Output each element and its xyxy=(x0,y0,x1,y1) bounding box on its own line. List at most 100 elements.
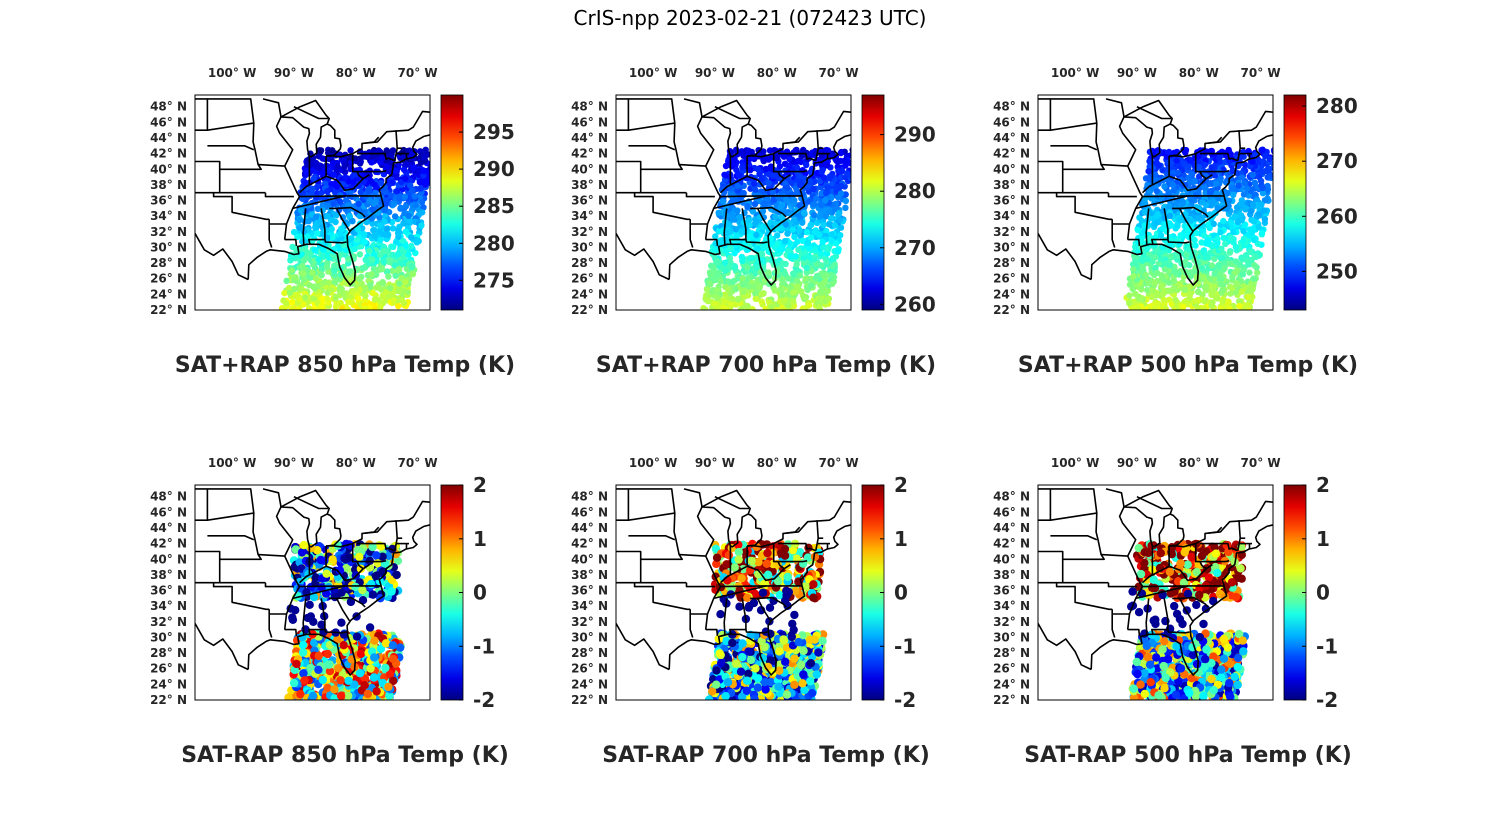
colorbar-tick-label: 250 xyxy=(1316,259,1358,283)
data-point xyxy=(1142,271,1149,279)
data-point xyxy=(344,676,353,685)
data-point xyxy=(780,153,788,160)
data-point xyxy=(376,228,383,235)
data-point xyxy=(1253,264,1260,271)
border-line xyxy=(280,99,330,158)
data-point xyxy=(385,293,392,301)
data-point xyxy=(311,247,319,254)
data-point xyxy=(1157,255,1165,263)
colorbar xyxy=(1283,94,1307,311)
data-point xyxy=(407,182,414,189)
data-point xyxy=(418,199,426,206)
lon-tick-label: 90° W xyxy=(1117,66,1157,80)
data-point xyxy=(331,262,338,270)
data-point xyxy=(1255,211,1262,218)
data-point xyxy=(375,147,382,155)
data-point xyxy=(329,147,336,154)
data-point xyxy=(411,193,418,200)
data-point xyxy=(386,258,393,266)
data-point xyxy=(1145,279,1152,286)
data-point xyxy=(1232,243,1240,251)
data-point xyxy=(844,170,851,177)
data-point xyxy=(794,283,801,290)
data-point xyxy=(707,281,714,288)
map-borders xyxy=(195,98,430,286)
data-point xyxy=(408,242,415,250)
lat-tick-label: 38° N xyxy=(993,178,1030,192)
data-point xyxy=(1234,218,1242,226)
data-point xyxy=(1141,200,1149,207)
lat-tick-label: 42° N xyxy=(993,147,1030,161)
border-line xyxy=(298,156,311,194)
data-point xyxy=(1249,201,1257,208)
data-point xyxy=(387,192,394,199)
data-point xyxy=(1126,300,1133,307)
data-point xyxy=(328,226,335,233)
border-line xyxy=(1178,208,1194,232)
data-point xyxy=(314,205,322,212)
data-point xyxy=(1151,279,1158,287)
border-line xyxy=(668,134,851,286)
data-point xyxy=(333,299,340,307)
data-point xyxy=(287,257,294,264)
data-point xyxy=(365,188,372,195)
data-point xyxy=(753,264,760,271)
colorbar-tick-label: 285 xyxy=(473,194,515,218)
data-point xyxy=(1245,302,1252,309)
data-point xyxy=(338,226,346,233)
data-point xyxy=(1173,269,1180,277)
lat-tick-label: 32° N xyxy=(150,225,187,239)
data-point xyxy=(745,217,753,224)
data-point xyxy=(298,640,308,650)
data-point xyxy=(1205,237,1212,244)
border-line xyxy=(324,239,347,244)
border-line xyxy=(719,195,767,198)
border-line xyxy=(1152,175,1170,186)
data-point xyxy=(1153,248,1160,255)
data-point xyxy=(339,289,347,297)
data-point xyxy=(326,279,333,286)
data-point xyxy=(738,228,745,235)
data-point xyxy=(341,242,348,249)
data-point xyxy=(837,224,845,231)
data-point xyxy=(318,302,325,310)
lon-tick-label: 70° W xyxy=(819,66,859,80)
data-point xyxy=(818,250,825,257)
data-point xyxy=(796,181,804,189)
data-point xyxy=(366,197,373,204)
data-point xyxy=(1230,228,1237,236)
data-point xyxy=(1245,147,1252,155)
data-point xyxy=(1264,186,1272,193)
data-point xyxy=(773,154,780,161)
data-point xyxy=(1227,219,1235,226)
data-point xyxy=(390,243,397,250)
lat-tick-label: 24° N xyxy=(571,287,608,301)
border-line xyxy=(777,171,785,180)
data-point xyxy=(346,293,353,301)
data-point xyxy=(366,247,373,255)
data-point xyxy=(834,248,842,255)
data-point xyxy=(722,306,730,310)
lat-tick-label: 44° N xyxy=(993,131,1030,145)
data-point xyxy=(732,226,739,233)
data-point xyxy=(286,289,294,296)
data-point xyxy=(348,235,355,242)
panel-p700sum: 100° W 90° W 80° W 70° W 48° N 46° N 44° N 42° … xyxy=(571,66,1006,395)
lat-tick-label: 46° N xyxy=(993,115,1030,129)
data-point xyxy=(338,180,345,188)
data-point xyxy=(1243,185,1251,192)
border-line xyxy=(1050,122,1097,131)
border-line xyxy=(616,98,683,171)
data-point xyxy=(703,286,711,293)
data-point xyxy=(823,259,830,266)
data-point xyxy=(823,146,830,154)
data-point xyxy=(793,277,801,284)
lat-tick-label: 36° N xyxy=(993,194,1030,208)
data-point xyxy=(1195,164,1202,171)
data-point xyxy=(355,200,362,208)
colorbar-tick-label: 260 xyxy=(894,292,936,316)
data-point xyxy=(421,153,429,160)
data-point xyxy=(332,294,339,302)
border-line xyxy=(351,153,387,173)
data-point xyxy=(370,232,378,240)
